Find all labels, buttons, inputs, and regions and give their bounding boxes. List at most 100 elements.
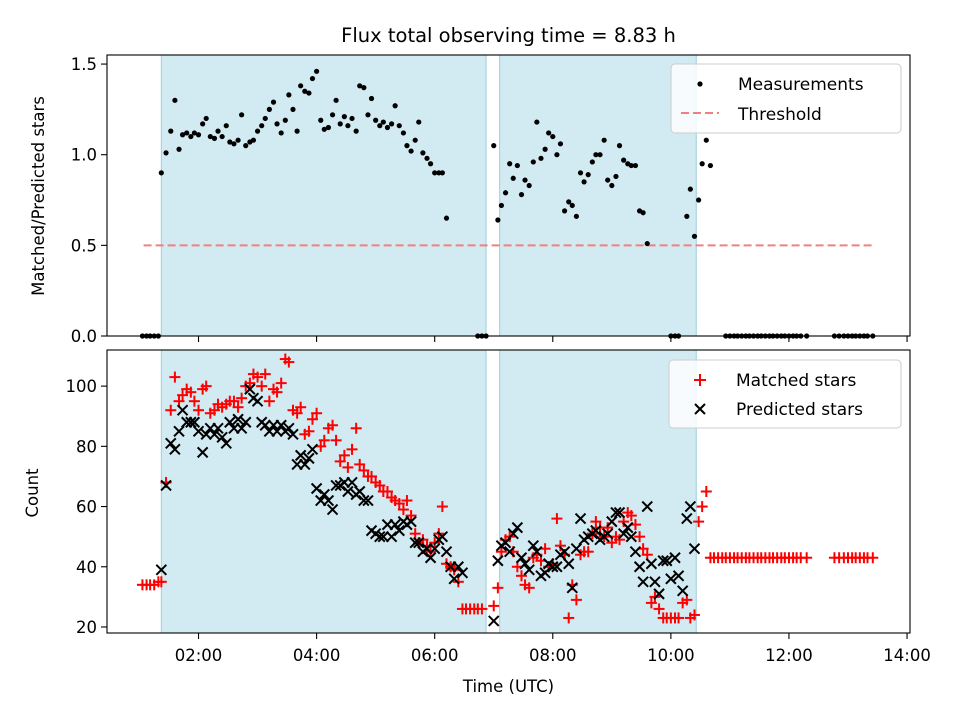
measurement-point bbox=[396, 123, 402, 129]
measurement-point bbox=[227, 139, 233, 145]
matched-star-point bbox=[397, 504, 409, 516]
predicted-star-point bbox=[436, 530, 449, 543]
measurement-point bbox=[581, 179, 587, 185]
measurement-point bbox=[707, 162, 714, 169]
predicted-star-point bbox=[220, 437, 232, 450]
measurement-point bbox=[408, 148, 414, 154]
predicted-star-point bbox=[354, 485, 366, 498]
matched-star-point bbox=[488, 600, 500, 612]
predicted-star-point bbox=[523, 564, 535, 576]
predicted-star-point bbox=[306, 443, 319, 456]
predicted-star-point bbox=[275, 419, 287, 431]
predicted-star-point bbox=[428, 542, 441, 555]
top-ytick-label: 1.0 bbox=[71, 146, 97, 165]
predicted-star-point bbox=[681, 512, 693, 525]
predicted-star-point bbox=[625, 530, 638, 543]
x-axis-label: Time (UTC) bbox=[462, 677, 554, 696]
predicted-star-point bbox=[601, 527, 614, 540]
bottom-ytick-label: 80 bbox=[76, 437, 97, 456]
predicted-star-point bbox=[232, 413, 244, 425]
predicted-star-point bbox=[188, 416, 201, 428]
measurement-point bbox=[373, 117, 379, 123]
matched-star-point bbox=[492, 582, 504, 594]
measurement-point bbox=[593, 152, 599, 158]
legend-matched-label: Matched stars bbox=[736, 371, 856, 391]
predicted-star-point bbox=[326, 503, 339, 516]
predicted-star-point bbox=[622, 521, 634, 534]
measurement-point bbox=[184, 130, 190, 136]
matched-star-point bbox=[523, 582, 535, 594]
measurement-point bbox=[357, 83, 363, 89]
xtick-label: 02:00 bbox=[175, 646, 223, 665]
predicted-star-point bbox=[192, 425, 205, 437]
measurement-point bbox=[368, 95, 375, 102]
measurement-point bbox=[491, 143, 497, 149]
measurement-point bbox=[420, 150, 426, 156]
predicted-star-point bbox=[358, 494, 370, 507]
matched-star-point bbox=[436, 501, 448, 513]
predicted-star-point bbox=[637, 576, 649, 588]
measurement-point bbox=[542, 146, 548, 152]
predicted-star-point bbox=[251, 395, 264, 407]
measurement-point bbox=[412, 137, 418, 143]
measurement-point bbox=[585, 172, 591, 178]
measurement-point bbox=[239, 112, 245, 118]
matched-star-point bbox=[625, 510, 637, 522]
predicted-star-point bbox=[672, 570, 685, 582]
measurement-point bbox=[266, 106, 272, 112]
matched-star-point bbox=[693, 516, 705, 528]
measurement-point bbox=[306, 90, 312, 96]
measurement-point bbox=[561, 208, 568, 214]
predicted-star-point bbox=[160, 479, 172, 492]
matched-star-point bbox=[334, 455, 346, 467]
predicted-star-point bbox=[440, 546, 453, 558]
matched-star-point bbox=[602, 522, 614, 534]
measurement-point bbox=[341, 114, 347, 120]
measurement-point bbox=[621, 157, 627, 163]
y-axis-ticks-bottom: 20 40 60 80 100 bbox=[66, 377, 107, 637]
matched-star-point bbox=[200, 380, 212, 392]
predicted-star-point bbox=[570, 542, 583, 555]
measurement-point bbox=[188, 133, 194, 140]
matched-star-point bbox=[275, 377, 287, 389]
predicted-star-point bbox=[488, 615, 500, 627]
predicted-star-point bbox=[645, 558, 658, 570]
measurement-point bbox=[223, 123, 229, 129]
matched-star-point bbox=[551, 513, 563, 525]
matched-star-point bbox=[327, 419, 339, 431]
measurement-point bbox=[628, 162, 634, 169]
matched-star-point bbox=[188, 395, 200, 407]
measurement-point bbox=[687, 186, 693, 192]
matched-star-point bbox=[259, 368, 271, 380]
predicted-star-point bbox=[574, 512, 587, 525]
measurement-point bbox=[388, 121, 395, 127]
predicted-star-point bbox=[563, 558, 575, 570]
predicted-star-point bbox=[165, 437, 177, 450]
predicted-star-point bbox=[590, 524, 602, 537]
observing-windows-bottom bbox=[160, 349, 697, 634]
predicted-star-point bbox=[452, 561, 465, 573]
matched-star-point bbox=[283, 356, 295, 368]
matched-star-point bbox=[700, 486, 712, 497]
measurement-point bbox=[424, 155, 430, 161]
matched-star-point bbox=[330, 434, 342, 446]
matched-star-point bbox=[256, 380, 268, 392]
measurement-point bbox=[384, 124, 391, 131]
measurement-point bbox=[380, 119, 386, 125]
predicted-star-point bbox=[456, 567, 469, 579]
xtick-label: 10:00 bbox=[647, 646, 695, 665]
matched-star-point bbox=[350, 422, 362, 434]
shade-window-bottom-1 bbox=[160, 349, 487, 634]
predicted-star-point bbox=[511, 521, 524, 534]
matched-star-point bbox=[306, 413, 318, 425]
measurement-point bbox=[179, 132, 186, 138]
measurement-point bbox=[522, 177, 528, 183]
matched-star-point bbox=[252, 371, 264, 383]
measurement-point bbox=[274, 121, 280, 127]
matched-star-point bbox=[228, 395, 240, 407]
predicted-star-point bbox=[389, 518, 401, 531]
predicted-star-point bbox=[235, 422, 248, 434]
matched-star-point bbox=[401, 495, 413, 507]
panel-ratio: Flux total observing time = 8.83 h 0.00.… bbox=[29, 24, 911, 346]
measurement-point bbox=[195, 132, 202, 138]
